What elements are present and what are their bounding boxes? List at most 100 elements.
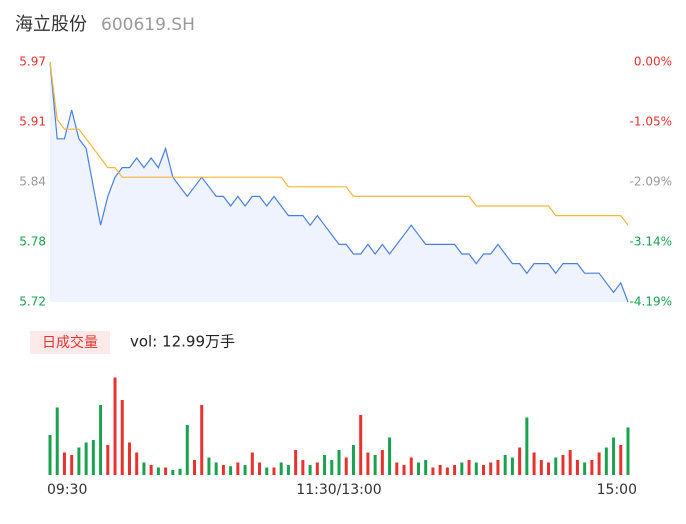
y-tick-label: 5.84	[19, 175, 46, 189]
volume-bar	[351, 445, 355, 475]
volume-bar	[200, 405, 204, 475]
volume-bar	[525, 417, 529, 475]
x-tick-label: 15:00	[597, 482, 637, 498]
y2-tick-label: 0.00%	[634, 55, 672, 69]
volume-bar	[532, 452, 536, 475]
stock-code: 600619.SH	[101, 15, 195, 35]
volume-bar	[474, 462, 478, 475]
volume-bar	[135, 452, 139, 475]
series-line	[49, 61, 629, 226]
volume-bar	[258, 462, 262, 475]
stock-name: 海立股份	[15, 14, 87, 35]
volume-bar	[279, 462, 283, 475]
y-tick-label: 5.72	[19, 295, 46, 309]
volume-bar	[193, 460, 196, 475]
volume-bar	[62, 452, 66, 475]
volume-bar	[164, 467, 168, 475]
volume-bar	[70, 455, 74, 475]
volume-bar	[250, 452, 254, 475]
volume-bar	[127, 442, 131, 475]
volume-bar	[236, 462, 240, 475]
volume-bar	[185, 425, 189, 475]
volume-bar	[438, 465, 442, 475]
volume-title: 日成交量	[42, 334, 98, 351]
volume-bar	[619, 445, 623, 475]
volume-bar	[330, 460, 334, 475]
volume-bar	[272, 467, 276, 475]
volume-bar	[554, 457, 558, 475]
volume-bar	[539, 460, 543, 475]
volume-bar	[503, 455, 507, 475]
volume-bar	[518, 447, 522, 475]
volume-bar	[373, 455, 377, 475]
volume-bar	[489, 462, 493, 475]
volume-bar	[229, 466, 233, 475]
volume-bar	[395, 462, 399, 475]
volume-bar	[561, 455, 565, 475]
volume-bar	[445, 467, 449, 475]
volume-bar	[178, 468, 182, 475]
volume-bar	[402, 465, 406, 475]
volume-bar	[590, 460, 594, 475]
volume-bar	[243, 465, 247, 475]
volume-bar	[626, 427, 630, 475]
volume-bar	[568, 450, 572, 475]
volume-bar	[91, 440, 95, 475]
volume-bar	[142, 462, 146, 475]
volume-bar	[431, 467, 435, 475]
volume-bar	[221, 465, 225, 475]
volume-bar	[113, 377, 117, 475]
volume-bar	[214, 462, 218, 475]
volume-bar	[359, 415, 363, 475]
volume-bar	[207, 457, 211, 475]
volume-bar	[106, 445, 110, 475]
volume-badge	[30, 331, 110, 354]
volume-bar	[337, 450, 341, 475]
y-tick-label: 5.97	[19, 55, 46, 69]
volume-bar	[344, 457, 348, 475]
volume-bar	[84, 442, 88, 475]
x-tick-label: 11:30/13:00	[296, 482, 381, 498]
volume-bar	[380, 450, 384, 475]
volume-bar	[575, 460, 579, 475]
volume-bar	[55, 407, 59, 475]
y-tick-label: 5.91	[19, 115, 46, 129]
y-tick-label: 5.78	[19, 235, 46, 249]
volume-bar	[171, 470, 175, 475]
volume-bar	[301, 460, 305, 475]
volume-bar	[482, 465, 485, 475]
y2-tick-label: -3.14%	[630, 235, 672, 249]
volume-bar	[315, 462, 319, 475]
volume-bar	[99, 405, 103, 475]
volume-bar	[467, 460, 471, 475]
volume-bar	[120, 400, 124, 475]
volume-bar	[612, 437, 616, 475]
price-area	[50, 62, 628, 302]
volume-bar	[597, 452, 601, 475]
x-tick-label: 09:30	[47, 482, 87, 498]
volume-bar	[265, 467, 269, 475]
volume-bar	[424, 460, 428, 475]
volume-bar	[547, 462, 551, 475]
volume-bar	[308, 465, 312, 475]
y2-tick-label: -1.05%	[630, 115, 672, 129]
volume-bar	[460, 462, 464, 475]
volume-bar	[366, 452, 370, 475]
volume-bar	[409, 457, 413, 475]
volume-bar	[416, 462, 420, 475]
volume-bar	[604, 447, 608, 475]
volume-bar	[48, 435, 52, 475]
volume-bar	[388, 437, 392, 475]
volume-bar	[583, 462, 587, 475]
volume-bar	[510, 457, 514, 475]
series-line	[49, 61, 629, 303]
volume-bar	[77, 447, 81, 475]
volume-bar	[149, 465, 153, 475]
volume-bar	[156, 467, 160, 475]
volume-bar	[286, 465, 290, 475]
y2-tick-label: -4.19%	[630, 295, 672, 309]
volume-bar	[496, 460, 500, 475]
volume-bar	[453, 465, 457, 475]
y2-tick-label: -2.09%	[630, 175, 672, 189]
